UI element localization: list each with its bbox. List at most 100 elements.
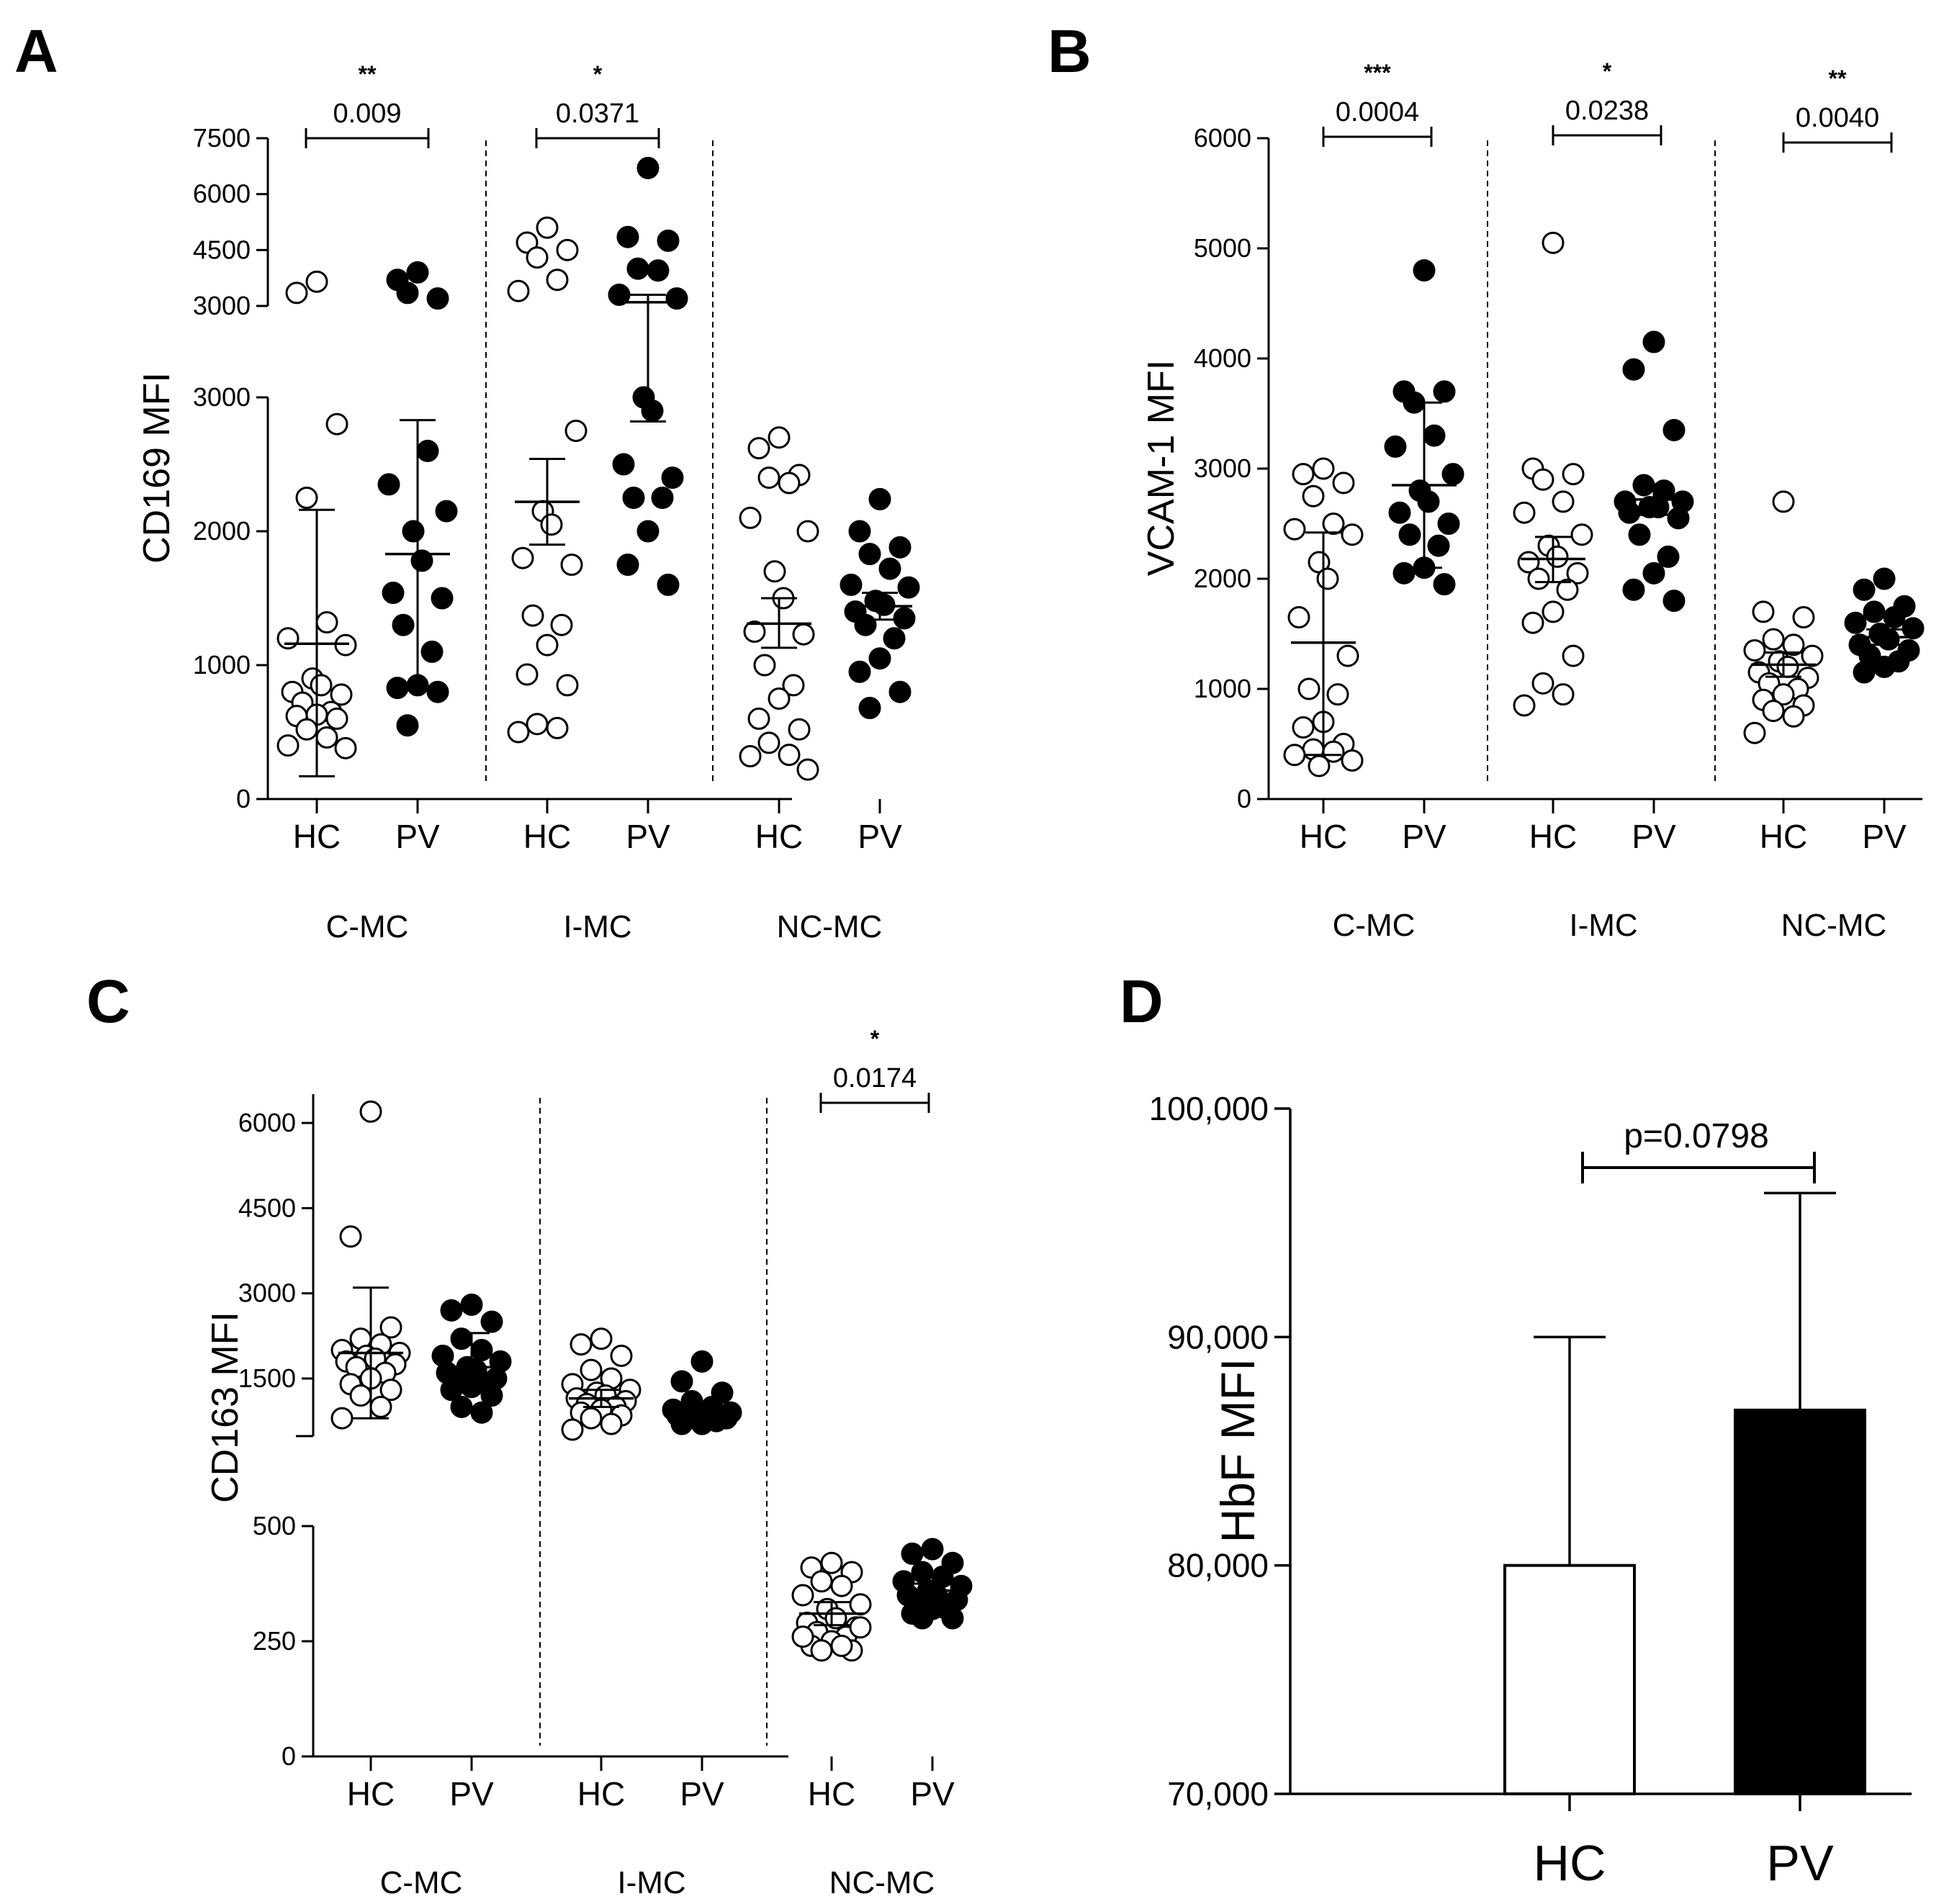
pv-data-point <box>1642 561 1665 585</box>
hc-data-point <box>747 437 770 460</box>
significance-stars: ** <box>1829 66 1847 91</box>
hc-data-point <box>796 758 819 781</box>
pv-data-point <box>1883 606 1906 629</box>
pv-data-point <box>1441 463 1464 486</box>
hc-data-point <box>849 1616 872 1639</box>
pv-data-point <box>626 257 649 280</box>
pv-data-point <box>386 677 409 700</box>
pv-data-point <box>402 520 425 543</box>
pv-data-point <box>1632 474 1655 497</box>
pv-data-point <box>1657 545 1680 568</box>
y-tick-label: 6000 <box>1194 123 1251 153</box>
pv-data-point <box>435 500 458 523</box>
y-tick-label: 2000 <box>1194 564 1251 593</box>
hc-data-point <box>564 420 588 442</box>
y-tick-label: 3000 <box>193 291 251 320</box>
y-tick-label: 0 <box>282 1741 296 1771</box>
hc-data-point <box>546 716 569 739</box>
hc-data-point <box>739 744 762 767</box>
y-tick-label: 7500 <box>193 123 251 153</box>
hc-data-point <box>792 623 815 646</box>
hc-data-point <box>1513 501 1536 524</box>
hc-data-point <box>788 718 811 741</box>
hc-data-point <box>768 687 791 710</box>
pv-data-point <box>1662 590 1686 613</box>
y-tick-label: 80,000 <box>1167 1547 1269 1584</box>
hc-data-point <box>1336 644 1359 667</box>
hc-data-point <box>536 216 559 239</box>
hc-data-point <box>334 736 357 759</box>
pv-data-point <box>1392 561 1416 585</box>
y-tick-label: 0 <box>1237 784 1251 813</box>
pv-data-point <box>888 680 912 703</box>
pv-data-point <box>840 573 863 596</box>
hc-data-point <box>757 731 780 754</box>
pv-data-point <box>450 1395 473 1418</box>
p-value-label: 0.0174 <box>833 1063 917 1093</box>
pv-data-point <box>636 156 660 179</box>
group-label: I-MC <box>1569 908 1637 943</box>
group-label: NC-MC <box>1781 908 1887 943</box>
hc-data-point <box>1513 694 1536 717</box>
pv-data-point <box>1413 259 1436 282</box>
hc-data-point <box>1570 523 1593 546</box>
y-tick-label: 100,000 <box>1149 1090 1269 1127</box>
pv-data-point <box>1873 567 1896 590</box>
panel-d: D 70,000 80,000 90,000 100,000 HbF MFI HC PV p=0… <box>1120 967 1912 1891</box>
hc-data-point <box>791 1625 814 1648</box>
hc-data-point <box>1283 744 1306 767</box>
hc-data-point <box>330 683 353 706</box>
pv-data-point <box>1873 655 1896 678</box>
y-axis-title: HbF MFI <box>1211 1358 1264 1543</box>
pv-data-point <box>616 225 639 248</box>
hc-data-point <box>810 1570 833 1593</box>
hc-data-point <box>315 726 338 749</box>
pv-data-point <box>848 660 871 683</box>
hc-data-point <box>1292 463 1315 486</box>
pv-data-point <box>1853 661 1876 684</box>
hc-data-point <box>1801 644 1824 667</box>
hc-data-point <box>1792 606 1815 629</box>
hc-data-point <box>763 560 786 583</box>
hc-data-point <box>556 674 579 697</box>
significance-stars: *** <box>1364 60 1391 86</box>
y-axis-title: VCAM-1 MFI <box>1140 360 1182 576</box>
p-value-label: 0.0238 <box>1565 96 1649 126</box>
y-tick-label: 6000 <box>238 1108 296 1137</box>
y-tick-label: 3000 <box>238 1278 296 1308</box>
hc-data-point <box>369 1395 392 1418</box>
hc-data-point <box>1287 606 1310 629</box>
hc-data-point <box>1542 231 1565 254</box>
pv-data-point <box>1384 435 1407 458</box>
panel-letter: C <box>86 967 130 1035</box>
y-tick-label: 1500 <box>238 1363 296 1393</box>
hc-data-point <box>315 610 338 633</box>
pv-data-point <box>1642 330 1665 353</box>
x-tick-label: PV <box>680 1775 724 1813</box>
hc-data-point <box>1782 705 1805 728</box>
hc-data-point <box>1562 644 1585 667</box>
hc-data-point <box>1562 463 1585 486</box>
pv-data-point <box>612 453 635 476</box>
hc-data-point <box>1527 567 1550 590</box>
hc-data-point <box>810 1639 833 1662</box>
hc-data-point <box>507 721 530 744</box>
significance-stars: * <box>870 1026 880 1052</box>
hc-data-point <box>330 1407 354 1430</box>
hc-data-point <box>325 412 348 436</box>
pv-data-point <box>1433 573 1456 596</box>
pv-data-point <box>377 473 400 496</box>
pv-data-point <box>858 697 881 720</box>
pv-data-point <box>1622 358 1645 381</box>
pv-data-point <box>1667 507 1690 530</box>
hc-data-point <box>600 1412 623 1435</box>
pv-data-point <box>670 1412 693 1435</box>
hc-data-point <box>1531 468 1554 491</box>
pv-data-point <box>883 627 906 650</box>
y-tick-label: 1000 <box>1194 674 1251 703</box>
hc-data-point <box>1341 749 1364 772</box>
hc-data-point <box>556 238 579 261</box>
hc-data-point <box>1762 628 1785 651</box>
hc-data-point <box>849 1593 872 1616</box>
pv-data-point <box>921 1538 944 1561</box>
